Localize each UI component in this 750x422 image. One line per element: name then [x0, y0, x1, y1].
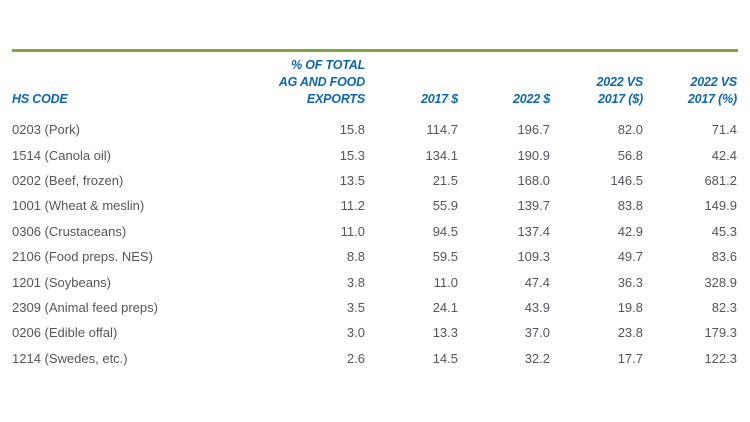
- row-diff-percent-cell: 45.3: [711, 223, 737, 239]
- accent-rule: [12, 49, 738, 52]
- row-label-cell: 0203 (Pork): [12, 122, 80, 138]
- row-2022-value-cell: 190.9: [517, 147, 550, 163]
- row-2022-value-cell: 139.7: [517, 198, 550, 214]
- exports-table: HS CODE % OF TOTAL AG AND FOOD EXPORTS 2…: [12, 57, 737, 371]
- column-header-pct-of-total-exports: % OF TOTAL AG AND FOOD EXPORTS: [278, 58, 365, 106]
- row-2017-value-cell: 55.9: [432, 198, 458, 214]
- row-label-cell: 1001 (Wheat & meslin): [12, 198, 145, 214]
- row-pct-cell: 2.6: [346, 350, 365, 366]
- row-2017-value-cell: 114.7: [426, 122, 458, 138]
- table-row: 1201 (Soybeans) 3.8 11.0 47.4 36.3 328.9: [12, 269, 737, 294]
- table-body: 0203 (Pork) 15.8 114.7 196.7 82.0 71.4 1…: [12, 117, 737, 371]
- row-pct-cell: 8.8: [346, 249, 365, 265]
- row-label-cell: 1214 (Swedes, etc.): [12, 350, 128, 366]
- row-diff-dollar-cell: 82.0: [617, 122, 643, 138]
- row-diff-dollar-cell: 83.8: [617, 198, 643, 214]
- table-row: 1001 (Wheat & meslin) 11.2 55.9 139.7 83…: [12, 193, 737, 218]
- row-diff-dollar-cell: 36.3: [617, 274, 643, 290]
- row-2017-value-cell: 24.1: [432, 299, 458, 315]
- row-label-cell: 2309 (Animal feed preps): [12, 299, 158, 315]
- table-row: 2309 (Animal feed preps) 3.5 24.1 43.9 1…: [12, 295, 737, 320]
- row-pct-cell: 11.0: [340, 223, 365, 239]
- row-diff-dollar-cell: 146.5: [610, 172, 643, 188]
- row-label-cell: 0202 (Beef, frozen): [12, 172, 124, 188]
- row-2017-value-cell: 21.5: [432, 172, 458, 188]
- row-2017-value-cell: 134.1: [425, 147, 458, 163]
- row-label-cell: 1514 (Canola oil): [12, 147, 112, 163]
- row-diff-percent-cell: 179.3: [704, 325, 737, 341]
- table-row: 1214 (Swedes, etc.) 2.6 14.5 32.2 17.7 1…: [12, 346, 737, 371]
- row-2022-value-cell: 47.4: [524, 274, 550, 290]
- row-2017-value-cell: 13.3: [432, 325, 458, 341]
- table-row: 1514 (Canola oil) 15.3 134.1 190.9 56.8 …: [12, 142, 737, 167]
- row-diff-dollar-cell: 49.7: [617, 249, 643, 265]
- table-row: 0203 (Pork) 15.8 114.7 196.7 82.0 71.4: [12, 117, 737, 142]
- row-diff-percent-cell: 42.4: [711, 147, 737, 163]
- column-header-2022-vs-2017-dollars: 2022 VS 2017 ($): [596, 75, 643, 106]
- row-pct-cell: 11.2: [340, 198, 365, 214]
- row-2017-value-cell: 14.5: [432, 350, 458, 366]
- row-diff-percent-cell: 83.6: [711, 249, 737, 265]
- row-pct-cell: 3.0: [346, 325, 365, 341]
- row-2022-value-cell: 168.0: [517, 172, 550, 188]
- table-row: 0306 (Crustaceans) 11.0 94.5 137.4 42.9 …: [12, 219, 737, 244]
- row-pct-cell: 15.8: [339, 122, 365, 138]
- column-header-2022-vs-2017-percent: 2022 VS 2017 (%): [687, 75, 737, 106]
- row-pct-cell: 3.5: [346, 299, 365, 315]
- row-2017-value-cell: 59.5: [432, 249, 458, 265]
- row-diff-dollar-cell: 19.8: [617, 299, 643, 315]
- row-label-cell: 0206 (Edible offal): [12, 325, 118, 341]
- row-diff-percent-cell: 122.3: [704, 350, 737, 366]
- row-diff-dollar-cell: 56.8: [617, 147, 643, 163]
- row-label-cell: 1201 (Soybeans): [12, 274, 112, 290]
- row-diff-dollar-cell: 42.9: [617, 223, 643, 239]
- row-diff-percent-cell: 71.4: [711, 122, 737, 138]
- row-2022-value-cell: 109.3: [517, 249, 550, 265]
- row-2017-value-cell: 94.5: [432, 223, 458, 239]
- table-row: 2106 (Food preps. NES) 8.8 59.5 109.3 49…: [12, 244, 737, 269]
- table-row: 0206 (Edible offal) 3.0 13.3 37.0 23.8 1…: [12, 320, 737, 345]
- row-diff-percent-cell: 328.9: [704, 274, 737, 290]
- row-2022-value-cell: 32.2: [524, 350, 550, 366]
- row-diff-percent-cell: 681.2: [704, 172, 737, 188]
- row-2022-value-cell: 196.7: [517, 122, 550, 138]
- row-label-cell: 0306 (Crustaceans): [12, 223, 127, 239]
- column-header-hs-code: HS CODE: [12, 92, 68, 106]
- table-header-row: HS CODE % OF TOTAL AG AND FOOD EXPORTS 2…: [12, 57, 737, 108]
- row-2022-value-cell: 37.0: [524, 325, 550, 341]
- table-row: 0202 (Beef, frozen) 13.5 21.5 168.0 146.…: [12, 168, 737, 193]
- row-diff-percent-cell: 82.3: [711, 299, 737, 315]
- row-diff-dollar-cell: 17.7: [617, 350, 643, 366]
- row-pct-cell: 3.8: [346, 274, 365, 290]
- row-pct-cell: 13.5: [339, 172, 365, 188]
- row-label-cell: 2106 (Food preps. NES): [12, 249, 153, 265]
- row-2022-value-cell: 137.4: [517, 223, 550, 239]
- column-header-2017-dollars: 2017 $: [420, 92, 458, 106]
- row-diff-dollar-cell: 23.8: [617, 325, 643, 341]
- row-diff-percent-cell: 149.9: [704, 198, 737, 214]
- row-2022-value-cell: 43.9: [524, 299, 550, 315]
- column-header-2022-dollars: 2022 $: [512, 92, 550, 106]
- row-2017-value-cell: 11.0: [433, 274, 458, 290]
- row-pct-cell: 15.3: [339, 147, 365, 163]
